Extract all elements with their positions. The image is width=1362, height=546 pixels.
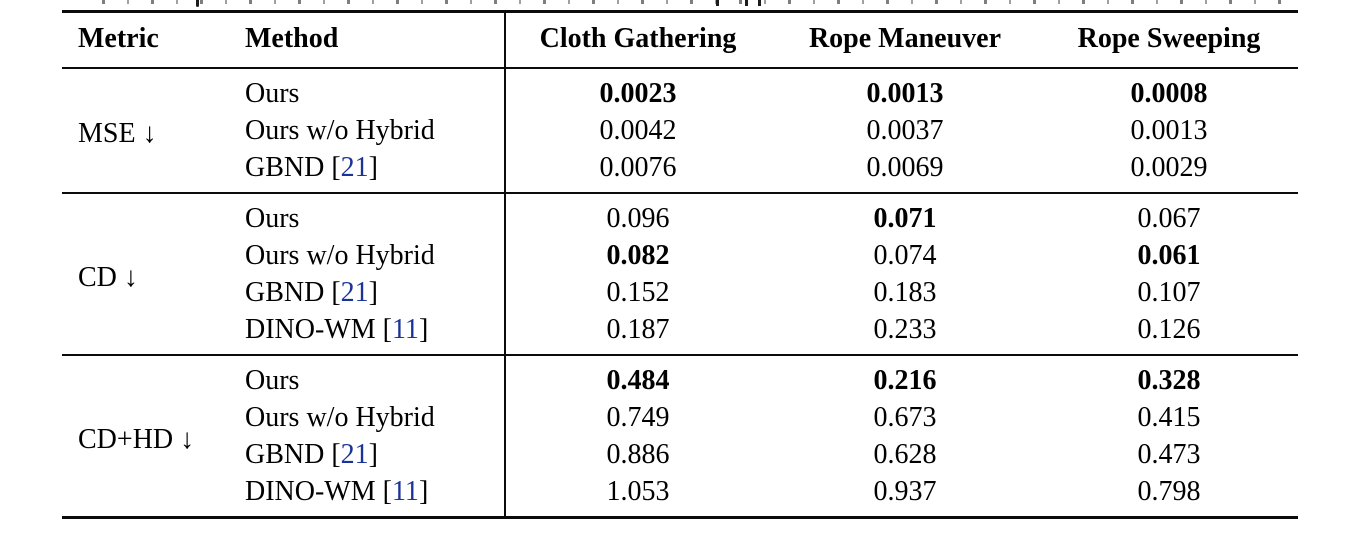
method-name: Ours w/o Hybrid <box>245 240 435 271</box>
value-cell: 0.233 <box>873 314 937 345</box>
value-cell: 0.183 <box>873 277 937 308</box>
value-cell: 1.053 <box>504 473 770 518</box>
value-cell: 0.216 <box>770 354 1040 399</box>
method-name: DINO-WM <box>245 314 376 345</box>
method-name: GBND <box>245 152 325 183</box>
value-cell: 0.0023 <box>504 68 770 112</box>
value-cell: 0.107 <box>1137 277 1201 308</box>
value-cell: 0.886 <box>504 436 770 473</box>
table-row: MSE ↓ Ours [] 0.0023 0.0013 0.0008 <box>62 68 1298 149</box>
value-cell: 0.328 <box>1040 354 1298 399</box>
method-cell: Ours [] <box>212 192 505 237</box>
table-row: CD ↓ Ours [] 0.096 0.071 0.067 <box>62 192 1298 355</box>
value-cell: 0.628 <box>873 439 937 470</box>
column-header-metric: Metric <box>62 11 212 69</box>
method-name: Ours w/o Hybrid <box>245 402 435 433</box>
clipped-caption-fragment <box>196 0 199 7</box>
value-cell: 0.473 <box>1137 439 1201 470</box>
table-header: Metric Method Cloth Gathering Rope Maneu… <box>62 11 1298 69</box>
value-cell: 0.484 <box>504 354 770 399</box>
value-cell: 0.937 <box>873 476 937 507</box>
value-cell: 0.061 <box>1137 240 1201 271</box>
method-name: DINO-WM <box>245 476 376 507</box>
value-cell: 0.0013 <box>866 78 944 109</box>
value-cell: 0.074 <box>873 240 937 271</box>
results-table: Metric Method Cloth Gathering Rope Maneu… <box>62 10 1298 519</box>
column-header-method: Method <box>212 11 505 69</box>
method-cell: Ours w/o Hybrid [] <box>212 112 505 149</box>
metric-label-cd-hd: CD+HD ↓ <box>62 354 212 518</box>
metric-group-cd-hd: CD+HD ↓ Ours [] 0.484 0.216 0.328 Ours w… <box>62 354 1298 518</box>
citation-ref[interactable]: [11] <box>375 314 429 345</box>
value-cell: 0.798 <box>1137 476 1201 507</box>
value-cell: 0.126 <box>1137 314 1201 345</box>
method-name: Ours <box>245 78 300 109</box>
table-row: Ours w/o Hybrid [] 0.749 0.673 0.415 <box>62 399 1298 436</box>
table-row: Ours w/o Hybrid [] 0.082 0.074 0.061 <box>62 237 1298 274</box>
method-cell: GBND [21] <box>212 436 505 473</box>
method-cell: GBND [21] <box>212 149 505 193</box>
value-cell: 0.0008 <box>1130 78 1208 109</box>
metric-label-cd: CD ↓ <box>62 192 212 355</box>
header-row: Metric Method Cloth Gathering Rope Maneu… <box>62 11 1298 69</box>
metric-group-mse: MSE ↓ Ours [] 0.0023 0.0013 0.0008 Ours … <box>62 68 1298 193</box>
value-cell: 0.071 <box>770 192 1040 237</box>
method-cell: Ours w/o Hybrid [] <box>212 399 505 436</box>
column-header-cloth-gathering: Cloth Gathering <box>504 11 770 69</box>
value-cell: 0.082 <box>504 237 770 274</box>
method-cell: Ours w/o Hybrid [] <box>212 237 505 274</box>
value-cell: 0.067 <box>1040 192 1298 237</box>
method-cell: DINO-WM [11] <box>212 473 505 518</box>
method-name: Ours <box>245 203 300 234</box>
method-cell: Ours [] <box>212 354 505 399</box>
table-row: GBND [21] 0.152 0.183 0.107 <box>62 274 1298 311</box>
value-cell: 0.187 <box>504 311 770 355</box>
table-row: GBND [21] 0.0076 0.0069 0.0029 <box>62 149 1298 193</box>
clipped-caption-fragment <box>80 0 1290 4</box>
value-cell: 0.0042 <box>504 112 770 149</box>
citation-ref[interactable]: [21] <box>324 277 378 308</box>
table-row: GBND [21] 0.886 0.628 0.473 <box>62 436 1298 473</box>
column-header-rope-maneuver: Rope Maneuver <box>770 11 1040 69</box>
value-cell: 0.0029 <box>1130 152 1208 183</box>
value-cell: 0.0013 <box>1130 115 1208 146</box>
table-row: DINO-WM [11] 1.053 0.937 0.798 <box>62 473 1298 518</box>
clipped-caption-fragment <box>758 0 761 6</box>
method-name: GBND <box>245 277 325 308</box>
method-cell: Ours [] <box>212 68 505 112</box>
citation-ref[interactable]: [11] <box>375 476 429 507</box>
method-cell: DINO-WM [11] <box>212 311 505 355</box>
value-cell: 0.152 <box>504 274 770 311</box>
clipped-caption-fragment <box>716 0 719 6</box>
value-cell: 0.0069 <box>866 152 944 183</box>
citation-ref[interactable]: [21] <box>324 439 378 470</box>
value-cell: 0.673 <box>873 402 937 433</box>
method-cell: GBND [21] <box>212 274 505 311</box>
method-name: GBND <box>245 439 325 470</box>
value-cell: 0.0076 <box>504 149 770 193</box>
metric-group-cd: CD ↓ Ours [] 0.096 0.071 0.067 Ours w/o … <box>62 192 1298 355</box>
table-row: CD+HD ↓ Ours [] 0.484 0.216 0.328 <box>62 354 1298 518</box>
method-name: Ours w/o Hybrid <box>245 115 435 146</box>
method-name: Ours <box>245 365 300 396</box>
value-cell: 0.749 <box>504 399 770 436</box>
clipped-caption-fragment <box>745 0 748 6</box>
table-row: Ours w/o Hybrid [] 0.0042 0.0037 0.0013 <box>62 112 1298 149</box>
value-cell: 0.096 <box>504 192 770 237</box>
citation-ref[interactable]: [21] <box>324 152 378 183</box>
value-cell: 0.0037 <box>866 115 944 146</box>
column-header-rope-sweeping: Rope Sweeping <box>1040 11 1298 69</box>
value-cell: 0.415 <box>1137 402 1201 433</box>
table-row: DINO-WM [11] 0.187 0.233 0.126 <box>62 311 1298 355</box>
metric-label-mse: MSE ↓ <box>78 118 157 149</box>
